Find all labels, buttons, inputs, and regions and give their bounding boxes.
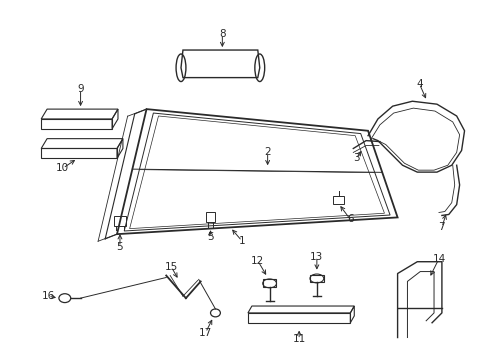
Text: 15: 15	[164, 262, 178, 272]
Text: 8: 8	[219, 29, 225, 39]
Text: 5: 5	[117, 242, 123, 252]
Text: 7: 7	[438, 222, 444, 232]
Text: 10: 10	[56, 163, 69, 173]
Text: 17: 17	[199, 328, 212, 338]
Text: 1: 1	[238, 236, 245, 246]
Text: 2: 2	[264, 148, 270, 157]
Text: 6: 6	[346, 215, 353, 224]
Text: 3: 3	[352, 153, 359, 163]
Text: 16: 16	[41, 291, 55, 301]
Text: 13: 13	[309, 252, 323, 262]
Text: 11: 11	[292, 334, 305, 345]
Text: 14: 14	[431, 254, 445, 264]
Text: 9: 9	[77, 84, 84, 94]
Text: 5: 5	[207, 232, 213, 242]
Text: 4: 4	[415, 78, 422, 89]
Text: 12: 12	[251, 256, 264, 266]
